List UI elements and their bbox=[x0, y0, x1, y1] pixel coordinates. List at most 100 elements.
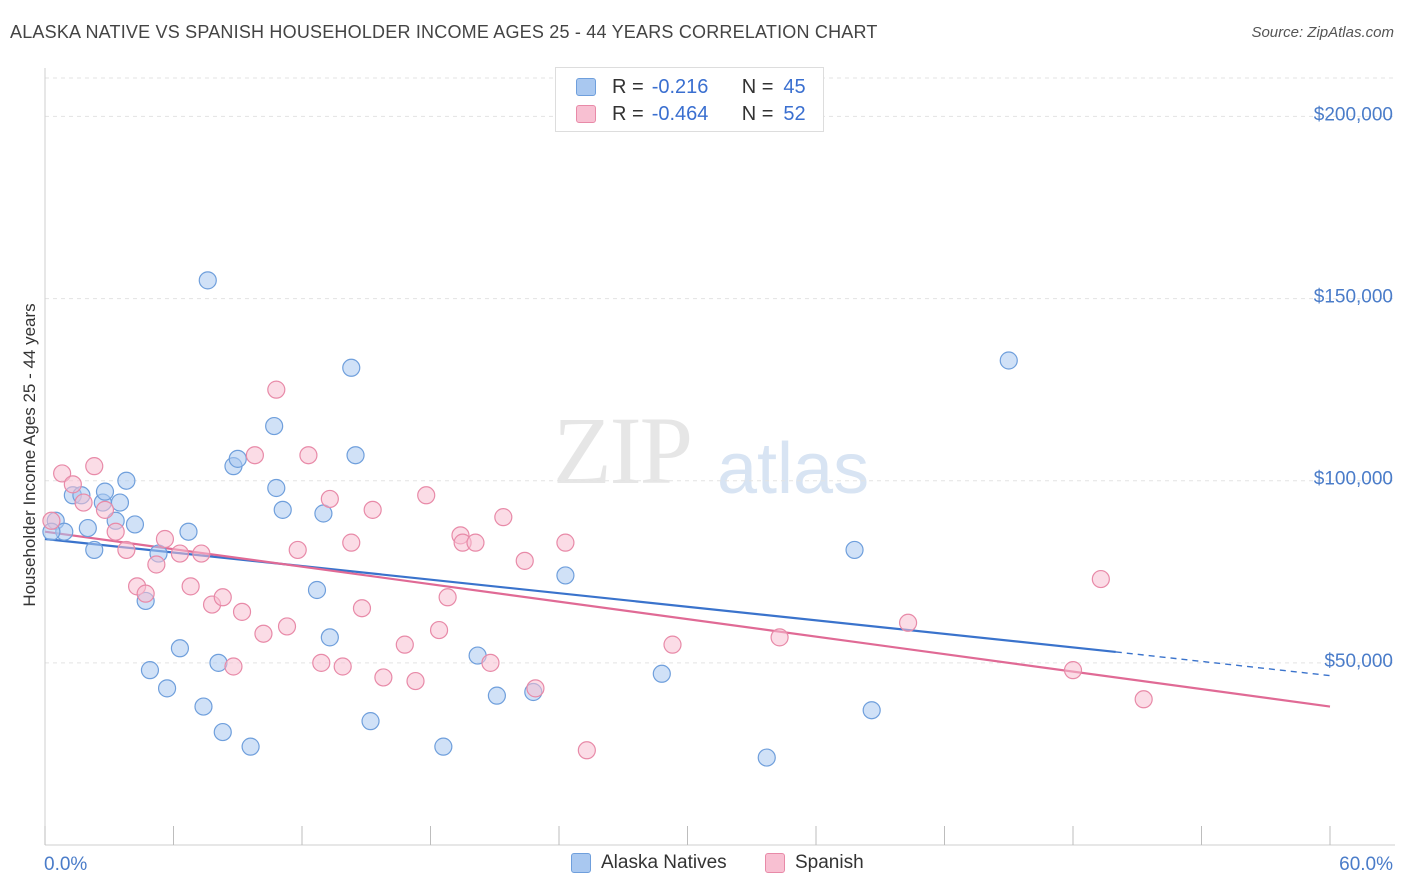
y-tick-label: $100,000 bbox=[1314, 469, 1393, 490]
point-alaska-natives bbox=[999, 351, 1018, 370]
point-spanish bbox=[299, 446, 318, 465]
watermark-zip: ZIP bbox=[553, 397, 693, 504]
axes bbox=[44, 68, 1395, 846]
point-alaska-natives bbox=[95, 482, 115, 501]
point-spanish bbox=[494, 508, 513, 527]
legend-swatch-alaska-natives bbox=[571, 853, 591, 873]
point-alaska-natives bbox=[346, 446, 365, 465]
trend-lines bbox=[44, 530, 1331, 708]
y-axis-label: Householder Income Ages 25 - 44 years bbox=[20, 303, 39, 606]
point-alaska-natives bbox=[213, 722, 232, 742]
tick-labels: $50,000 $100,000 $150,000 $200,000 0.0% 60.0% bbox=[44, 104, 1393, 875]
legend-n-value: 52 bbox=[783, 102, 806, 125]
point-alaska-natives bbox=[265, 416, 284, 436]
y-tick-label: $150,000 bbox=[1314, 287, 1393, 308]
point-spanish bbox=[277, 617, 297, 636]
point-alaska-natives bbox=[273, 500, 292, 519]
point-alaska-natives bbox=[194, 697, 213, 716]
point-spanish bbox=[352, 599, 372, 618]
point-spanish bbox=[577, 741, 596, 760]
point-spanish bbox=[406, 671, 425, 691]
point-spanish bbox=[374, 668, 393, 687]
point-spanish bbox=[515, 551, 534, 570]
point-spanish bbox=[770, 628, 789, 647]
x-tick-label-max: 60.0% bbox=[1339, 854, 1393, 875]
point-alaska-natives bbox=[110, 493, 130, 512]
legend-swatch-spanish bbox=[576, 105, 596, 123]
y-tick-label: $50,000 bbox=[1324, 651, 1393, 672]
legend-item-alaska-natives[interactable]: Alaska Natives bbox=[571, 852, 727, 874]
legend-label-spanish: Spanish bbox=[795, 852, 864, 873]
point-alaska-natives bbox=[117, 471, 136, 490]
point-spanish bbox=[254, 624, 273, 643]
point-alaska-natives bbox=[307, 580, 327, 600]
point-alaska-natives bbox=[85, 540, 104, 560]
point-alaska-natives bbox=[125, 515, 145, 534]
point-spanish bbox=[155, 529, 175, 549]
chart-title: ALASKA NATIVE VS SPANISH HOUSEHOLDER INC… bbox=[10, 22, 878, 42]
point-spanish bbox=[417, 486, 436, 505]
point-alaska-natives bbox=[267, 478, 286, 498]
point-spanish bbox=[395, 635, 414, 654]
trend-line-alaska-natives bbox=[44, 537, 1116, 654]
point-spanish bbox=[429, 620, 449, 640]
point-spanish bbox=[74, 493, 93, 512]
point-alaska-natives bbox=[757, 748, 776, 767]
legend-r-label: R = bbox=[612, 102, 644, 125]
point-spanish bbox=[63, 475, 82, 494]
point-spanish bbox=[136, 584, 155, 603]
point-alaska-natives bbox=[228, 449, 247, 468]
point-alaska-natives bbox=[241, 737, 260, 756]
point-alaska-natives bbox=[78, 518, 97, 538]
point-spanish bbox=[363, 500, 382, 519]
point-spanish bbox=[232, 602, 252, 621]
point-spanish bbox=[192, 544, 211, 563]
point-alaska-natives bbox=[170, 639, 190, 658]
point-spanish bbox=[320, 489, 339, 509]
data-points bbox=[42, 271, 1153, 767]
legend-row-alaska: R = -0.216 N = 45 bbox=[576, 74, 806, 100]
point-alaska-natives bbox=[487, 686, 506, 705]
watermark-atlas: atlas bbox=[717, 429, 870, 509]
point-spanish bbox=[556, 533, 575, 552]
point-alaska-natives bbox=[434, 737, 453, 756]
point-spanish bbox=[898, 613, 918, 632]
point-alaska-natives bbox=[140, 661, 160, 680]
point-alaska-natives bbox=[209, 653, 228, 672]
series-legend: Alaska Natives Spanish bbox=[0, 852, 1406, 878]
point-spanish bbox=[438, 588, 457, 607]
point-alaska-natives bbox=[157, 679, 177, 698]
legend-swatch-spanish bbox=[765, 853, 785, 873]
legend-n-label: N = bbox=[741, 75, 774, 98]
point-spanish bbox=[53, 464, 72, 483]
legend-r-label: R = bbox=[612, 75, 644, 98]
point-spanish bbox=[481, 653, 500, 672]
legend-item-spanish[interactable]: Spanish bbox=[765, 852, 864, 874]
trend-line-alaska-natives-extension bbox=[1115, 651, 1331, 677]
point-spanish bbox=[1091, 569, 1110, 589]
point-alaska-natives bbox=[179, 522, 198, 541]
point-spanish bbox=[106, 522, 125, 541]
point-alaska-natives bbox=[556, 566, 575, 585]
legend-n-label: N = bbox=[741, 102, 774, 125]
grid-lines bbox=[45, 77, 1395, 664]
point-alaska-natives bbox=[845, 540, 864, 560]
point-spanish bbox=[333, 657, 352, 676]
point-spanish bbox=[1063, 661, 1083, 680]
point-spanish bbox=[117, 540, 136, 560]
point-alaska-natives bbox=[320, 628, 339, 647]
trend-line-spanish bbox=[44, 530, 1331, 708]
point-spanish bbox=[147, 555, 166, 574]
point-spanish bbox=[663, 635, 682, 654]
point-spanish bbox=[213, 588, 232, 607]
legend-label-alaska-natives: Alaska Natives bbox=[601, 852, 727, 873]
legend-swatch-alaska bbox=[576, 78, 596, 96]
point-spanish bbox=[85, 457, 104, 476]
point-spanish bbox=[342, 533, 361, 552]
point-spanish bbox=[42, 511, 61, 530]
point-spanish bbox=[245, 446, 264, 465]
point-spanish bbox=[466, 533, 485, 552]
point-alaska-natives bbox=[652, 664, 671, 683]
point-spanish bbox=[170, 544, 190, 563]
